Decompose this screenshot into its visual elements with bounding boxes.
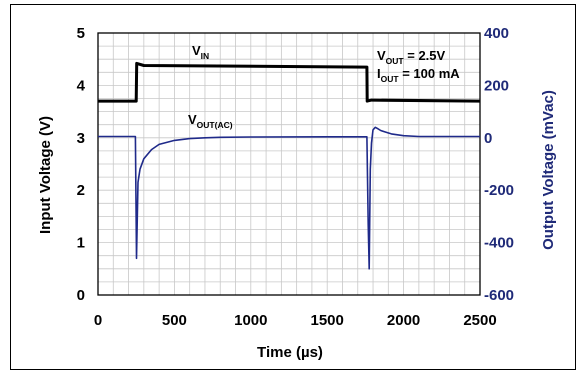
series-line-vout-ac	[98, 126, 480, 270]
x-axis-ticks: 0 500 1000 1500 2000 2500	[94, 312, 497, 329]
right-tick-label: -200	[484, 182, 514, 199]
right-tick-label: 0	[484, 130, 492, 147]
annotation-iout: IOUT = 100 mA	[377, 66, 460, 84]
right-tick-label: 200	[484, 77, 509, 94]
x-tick-label: 0	[94, 312, 102, 329]
x-tick-label: 2000	[387, 312, 420, 329]
annotation-vout: VOUT = 2.5V	[377, 48, 446, 66]
left-tick-label: 1	[77, 235, 85, 252]
series-line-vin	[98, 61, 481, 103]
x-tick-label: 500	[162, 312, 187, 329]
left-tick-label: 2	[77, 182, 85, 199]
left-axis-ticks: 0 1 2 3 4 5	[77, 25, 86, 304]
right-axis-title: Output Voltage (mVac)	[540, 90, 557, 250]
chart-frame	[10, 4, 576, 370]
left-tick-label: 0	[77, 287, 85, 304]
x-tick-label: 2500	[463, 312, 496, 329]
right-tick-label: -400	[484, 235, 514, 252]
left-tick-label: 3	[77, 130, 85, 147]
series-label-vin: VIN	[192, 43, 209, 61]
grid	[98, 33, 480, 295]
left-tick-label: 5	[77, 25, 85, 42]
right-tick-label: -600	[484, 287, 514, 304]
left-tick-label: 4	[77, 77, 86, 94]
x-tick-label: 1000	[234, 312, 267, 329]
left-axis-title: Input Voltage (V)	[37, 116, 54, 234]
plot-area	[97, 32, 481, 296]
series	[98, 61, 481, 270]
x-axis-title: Time (µs)	[257, 344, 323, 361]
x-tick-label: 1500	[311, 312, 344, 329]
right-tick-label: 400	[484, 25, 509, 42]
right-axis-ticks: -600 -400 -200 0 200 400	[484, 25, 514, 304]
series-label-vout-ac: VOUT(AC)	[188, 112, 233, 130]
